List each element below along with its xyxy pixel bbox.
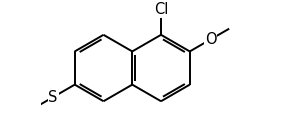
Text: O: O [205, 32, 216, 47]
Text: Cl: Cl [154, 2, 168, 17]
Text: S: S [49, 90, 58, 105]
